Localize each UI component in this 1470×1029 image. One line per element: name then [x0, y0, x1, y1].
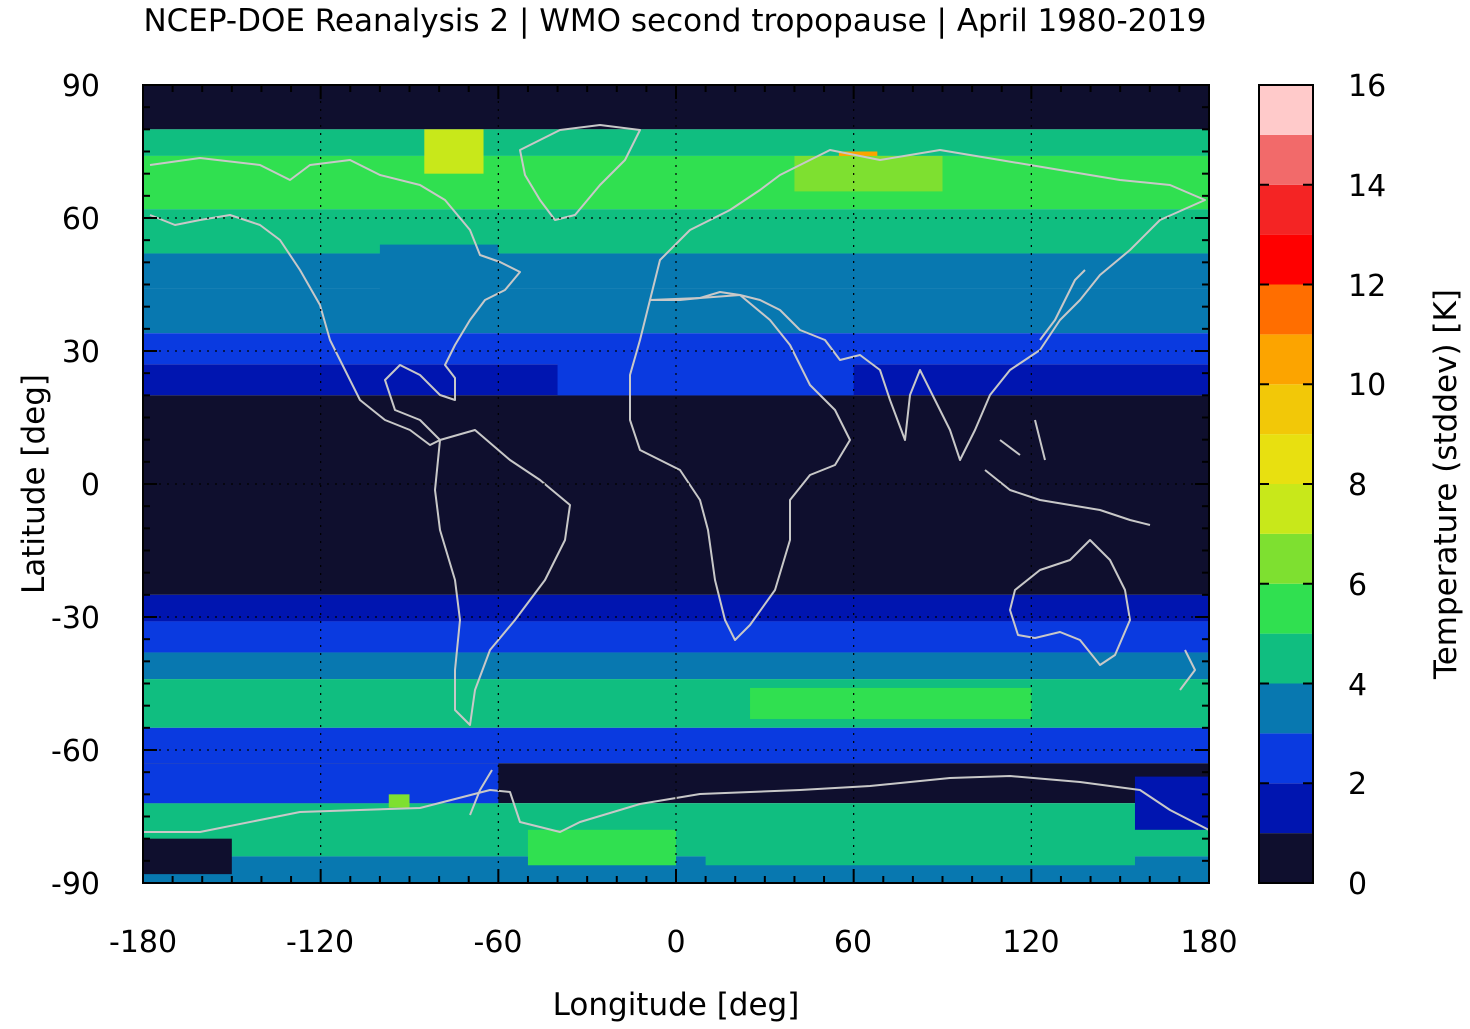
x-tick-label: 180 — [1180, 925, 1237, 960]
coastline-antarctic-peninsula — [469, 769, 493, 816]
coastline-antarctica — [143, 775, 1209, 833]
anomaly-cell — [424, 129, 484, 174]
coastline-eurasia — [649, 149, 1206, 461]
coastline-japan — [1039, 269, 1086, 341]
colorbar-tick-labels: 0 2 4 6 8 10 12 14 16 — [1348, 69, 1386, 902]
x-tick-label: 60 — [834, 925, 872, 960]
y-axis-label: Latitude [deg] — [16, 374, 52, 594]
colorbar-swatch — [1259, 234, 1313, 285]
y-axis-tick-labels: -90 -60 -30 0 30 60 90 — [51, 69, 100, 902]
colorbar-swatch — [1259, 733, 1313, 784]
colorbar-swatch — [1259, 434, 1313, 484]
anomaly-cell — [557, 351, 854, 396]
anomaly-cell — [143, 763, 499, 804]
anomaly-cell — [379, 244, 499, 289]
y-tick-label: 30 — [62, 335, 100, 370]
colorbar-label: Temperature (stddev) [K] — [1428, 289, 1464, 680]
colorbar-swatch — [1259, 633, 1313, 684]
colorbar-swatch — [1259, 533, 1313, 584]
anomaly-cell — [750, 687, 1032, 719]
anomaly-cell — [143, 838, 232, 875]
coastlines — [143, 124, 1209, 833]
colorbar — [1259, 85, 1313, 883]
coastline-south-america — [434, 429, 571, 726]
colorbar-tick-label: 6 — [1348, 568, 1367, 603]
anomaly-cell — [705, 812, 1135, 866]
y-tick-label: 0 — [81, 468, 100, 503]
colorbar-swatch — [1259, 85, 1313, 135]
lat-band-cell — [143, 395, 1209, 595]
colorbar-tick-label: 0 — [1348, 867, 1367, 902]
axis-ticks — [142, 84, 1210, 884]
anomaly-cell — [794, 155, 943, 192]
coastline-southeast-asia-islands — [984, 419, 1151, 526]
colorbar-tick-label: 14 — [1348, 169, 1386, 204]
anomaly-cell — [1134, 776, 1209, 830]
y-tick-label: -30 — [51, 601, 100, 636]
lat-band-cell — [143, 679, 1209, 728]
x-tick-label: -60 — [474, 925, 523, 960]
y-tick-label: 60 — [62, 202, 100, 237]
lat-band-cell — [143, 652, 1209, 680]
heatmap-field — [143, 85, 1209, 883]
colorbar-swatch — [1259, 134, 1313, 185]
anomaly-cell — [527, 829, 676, 866]
y-tick-label: -60 — [51, 734, 100, 769]
colorbar-swatch — [1259, 384, 1313, 435]
coastline-australia — [1009, 539, 1131, 666]
colorbar-swatch — [1259, 484, 1313, 534]
coastline-greenland — [519, 124, 641, 221]
colorbar-tick-label: 4 — [1348, 668, 1367, 703]
colorbar-swatch — [1259, 334, 1313, 385]
x-tick-label: 0 — [666, 925, 685, 960]
colorbar-tick-label: 2 — [1348, 767, 1367, 802]
gridlines — [143, 85, 1209, 883]
colorbar-swatch — [1259, 833, 1313, 883]
colorbar-swatch — [1259, 683, 1313, 734]
coastline-africa — [629, 294, 851, 641]
x-axis-label: Longitude [deg] — [553, 987, 800, 1023]
colorbar-tick-label: 16 — [1348, 69, 1386, 104]
lat-band-cell — [143, 621, 1209, 653]
colorbar-tick-label: 10 — [1348, 368, 1386, 403]
colorbar-ticks — [1259, 84, 1313, 884]
colorbar-swatch — [1259, 284, 1313, 335]
colorbar-swatch — [1259, 583, 1313, 634]
coastline-north-america — [149, 157, 521, 446]
chart-title: NCEP-DOE Reanalysis 2 | WMO second tropo… — [143, 3, 1206, 39]
colorbar-tick-label: 8 — [1348, 468, 1367, 503]
y-tick-label: 90 — [62, 69, 100, 104]
coastline-new-zealand — [1179, 649, 1196, 691]
colorbar-swatch — [1259, 184, 1313, 235]
x-axis-tick-labels: -180 -120 -60 0 60 120 180 — [109, 925, 1238, 960]
x-tick-label: -180 — [109, 925, 177, 960]
anomaly-cell — [388, 794, 410, 808]
colorbar-swatch — [1259, 783, 1313, 834]
y-tick-label: -90 — [51, 867, 100, 902]
x-tick-label: 120 — [1002, 925, 1059, 960]
lat-band-cell — [143, 253, 1209, 289]
colorbar-tick-label: 12 — [1348, 269, 1386, 304]
x-tick-label: -120 — [286, 925, 354, 960]
